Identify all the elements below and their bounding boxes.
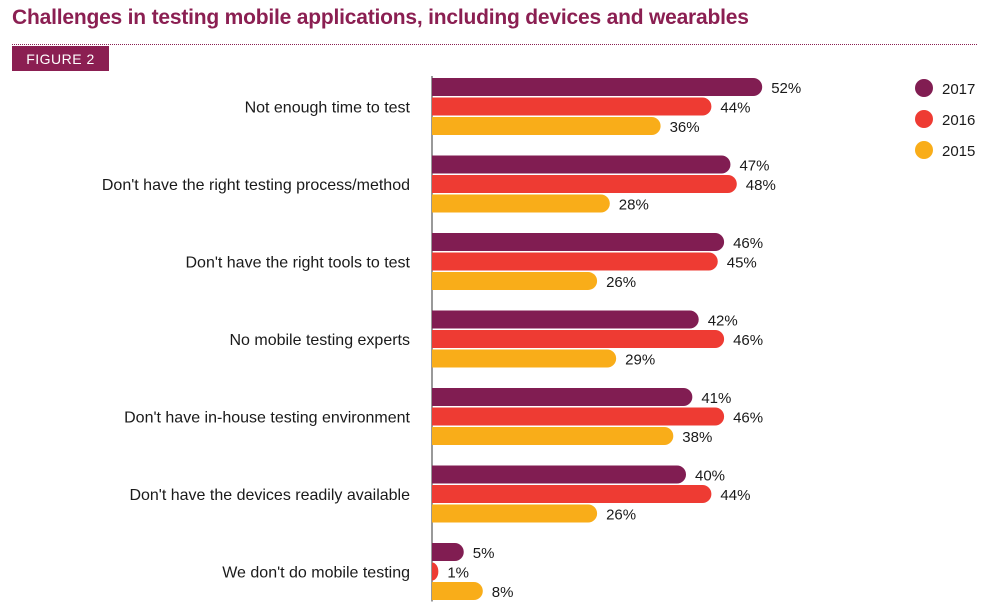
bar-2016-don-t-have-the-right-testing-process-method bbox=[432, 175, 737, 193]
data-label-2016-don-t-have-in-house-testing-environment: 46% bbox=[733, 410, 763, 427]
data-label-2016-don-t-have-the-right-testing-process-method: 48% bbox=[746, 177, 776, 194]
bar-2017-no-mobile-testing-experts bbox=[432, 310, 699, 329]
category-label-we-don-t-do-mobile-testing: We don't do mobile testing bbox=[222, 564, 410, 581]
data-label-2015-we-don-t-do-mobile-testing: 8% bbox=[492, 584, 514, 601]
data-label-2015-don-t-have-in-house-testing-environment: 38% bbox=[682, 429, 712, 446]
bar-2015-don-t-have-the-right-testing-process-method bbox=[432, 194, 610, 213]
legend-label-2015: 2015 bbox=[942, 143, 975, 160]
data-label-2015-don-t-have-the-right-tools-to-test: 26% bbox=[606, 274, 636, 291]
bar-2015-don-t-have-the-right-tools-to-test bbox=[432, 272, 598, 290]
data-label-2017-we-don-t-do-mobile-testing: 5% bbox=[473, 545, 495, 562]
bar-2016-don-t-have-the-right-tools-to-test bbox=[432, 252, 718, 271]
bar-2016-don-t-have-the-devices-readily-available bbox=[432, 485, 712, 503]
legend-marker-2015 bbox=[915, 141, 933, 159]
category-label-don-t-have-the-right-tools-to-test: Don't have the right tools to test bbox=[185, 254, 410, 271]
bar-2017-don-t-have-the-right-tools-to-test bbox=[432, 233, 725, 251]
bar-2016-don-t-have-in-house-testing-environment bbox=[432, 407, 725, 426]
category-label-no-mobile-testing-experts: No mobile testing experts bbox=[229, 332, 410, 349]
data-label-2017-don-t-have-the-right-tools-to-test: 46% bbox=[733, 235, 763, 252]
figure-badge: FIGURE 2 bbox=[12, 46, 109, 71]
data-label-2017-don-t-have-the-right-testing-process-method: 47% bbox=[739, 158, 769, 175]
data-label-2017-don-t-have-in-house-testing-environment: 41% bbox=[701, 390, 731, 407]
data-label-2016-no-mobile-testing-experts: 46% bbox=[733, 332, 763, 349]
data-label-2017-don-t-have-the-devices-readily-available: 40% bbox=[695, 468, 725, 485]
bar-2017-we-don-t-do-mobile-testing bbox=[432, 543, 464, 561]
data-label-2015-don-t-have-the-right-testing-process-method: 28% bbox=[619, 197, 649, 214]
data-label-2016-not-enough-time-to-test: 44% bbox=[720, 100, 750, 117]
data-label-2015-don-t-have-the-devices-readily-available: 26% bbox=[606, 507, 636, 524]
bar-2017-don-t-have-the-devices-readily-available bbox=[432, 465, 686, 484]
category-label-don-t-have-in-house-testing-environment: Don't have in-house testing environment bbox=[124, 409, 410, 426]
bar-2015-don-t-have-in-house-testing-environment bbox=[432, 427, 674, 445]
legend-marker-2017 bbox=[915, 79, 933, 97]
bar-2015-don-t-have-the-devices-readily-available bbox=[432, 504, 598, 523]
category-label-not-enough-time-to-test: Not enough time to test bbox=[245, 99, 411, 116]
bar-2015-not-enough-time-to-test bbox=[432, 117, 661, 135]
title-divider bbox=[12, 44, 977, 45]
legend-label-2017: 2017 bbox=[942, 81, 975, 98]
data-label-2015-no-mobile-testing-experts: 29% bbox=[625, 352, 655, 369]
legend-label-2016: 2016 bbox=[942, 112, 975, 129]
bar-2015-we-don-t-do-mobile-testing bbox=[432, 582, 483, 600]
chart-title: Challenges in testing mobile application… bbox=[12, 6, 749, 29]
bar-2017-not-enough-time-to-test bbox=[432, 78, 763, 96]
data-label-2017-no-mobile-testing-experts: 42% bbox=[708, 313, 738, 330]
bar-2016-not-enough-time-to-test bbox=[432, 97, 712, 116]
category-label-don-t-have-the-right-testing-process-method: Don't have the right testing process/met… bbox=[102, 177, 410, 194]
bar-2017-don-t-have-the-right-testing-process-method bbox=[432, 155, 731, 174]
category-label-don-t-have-the-devices-readily-available: Don't have the devices readily available bbox=[129, 487, 410, 504]
bar-2015-no-mobile-testing-experts bbox=[432, 349, 617, 368]
data-label-2016-don-t-have-the-devices-readily-available: 44% bbox=[720, 487, 750, 504]
legend-marker-2016 bbox=[915, 110, 933, 128]
data-label-2015-not-enough-time-to-test: 36% bbox=[670, 119, 700, 136]
bar-2016-no-mobile-testing-experts bbox=[432, 330, 725, 348]
data-label-2017-not-enough-time-to-test: 52% bbox=[771, 80, 801, 97]
bar-2016-we-don-t-do-mobile-testing bbox=[432, 562, 439, 581]
data-label-2016-don-t-have-the-right-tools-to-test: 45% bbox=[727, 255, 757, 272]
data-label-2016-we-don-t-do-mobile-testing: 1% bbox=[447, 565, 469, 582]
bar-2017-don-t-have-in-house-testing-environment bbox=[432, 388, 693, 406]
